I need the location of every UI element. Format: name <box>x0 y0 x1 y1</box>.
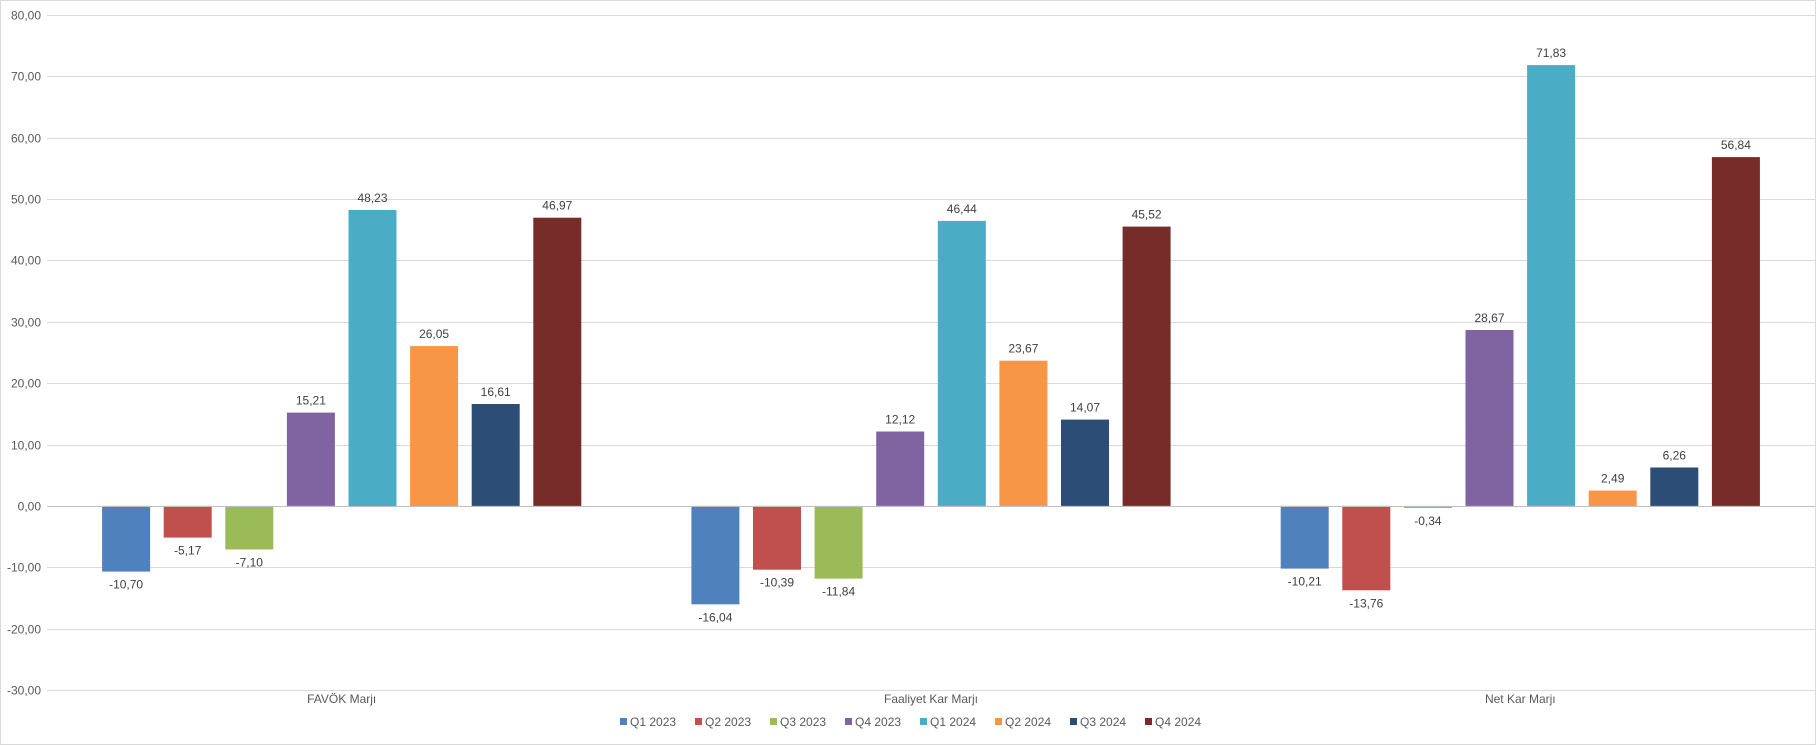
data-label: -5,17 <box>174 544 202 558</box>
legend-label: Q3 2024 <box>1080 715 1126 729</box>
data-label: 56,84 <box>1721 138 1751 152</box>
y-tick-label: 60,00 <box>11 132 41 146</box>
legend-label: Q3 2023 <box>780 715 826 729</box>
data-label: 23,67 <box>1008 342 1038 356</box>
bars <box>102 65 1760 605</box>
data-label: -10,21 <box>1288 575 1322 589</box>
bar-q1-2023 <box>102 505 151 572</box>
data-label: 48,23 <box>357 191 387 205</box>
data-label: -0,34 <box>1414 514 1442 528</box>
y-tick-label: 20,00 <box>11 377 41 391</box>
legend-swatch <box>695 718 702 725</box>
bar-q1-2024 <box>348 210 397 506</box>
data-label: -11,84 <box>822 585 855 599</box>
y-tick-label: 50,00 <box>11 193 41 207</box>
y-tick-label: -20,00 <box>7 623 41 637</box>
category-label: Faaliyet Kar Marjı <box>884 692 978 706</box>
y-tick-label: 10,00 <box>11 439 41 453</box>
category-label: Net Kar Marjı <box>1485 692 1556 706</box>
bar-q3-2024 <box>1650 467 1699 506</box>
bar-q3-2024 <box>1061 419 1109 506</box>
data-label: 28,67 <box>1474 311 1504 325</box>
bar-q4-2023 <box>876 431 925 506</box>
bar-q2-2024 <box>410 346 459 506</box>
legend-label: Q4 2023 <box>855 715 901 729</box>
y-tick-label: 70,00 <box>11 70 41 84</box>
data-label: 14,07 <box>1070 401 1100 415</box>
data-labels: -10,70 -5,17 -7,10 15,21 48,23 26,05 16,61 46,9… <box>109 46 1751 624</box>
bar-q4-2024 <box>1122 226 1171 506</box>
bar-q4-2024 <box>1711 157 1760 506</box>
legend-swatch <box>1145 718 1152 725</box>
data-label: 6,26 <box>1663 449 1687 463</box>
bar-q2-2023 <box>1342 505 1391 591</box>
legend-label: Q4 2024 <box>1155 715 1201 729</box>
legend: Q1 2023 Q2 2023 Q3 2023 Q4 2023 Q1 2024 Q2 20… <box>620 715 1201 729</box>
bar-q2-2024 <box>1588 490 1637 506</box>
data-label: 16,61 <box>481 385 511 399</box>
legend-swatch <box>920 718 927 725</box>
data-label: 2,49 <box>1601 472 1625 486</box>
data-label: -10,39 <box>760 576 794 590</box>
legend-swatch <box>770 718 777 725</box>
data-label: 15,21 <box>296 394 326 408</box>
y-tick-label: 40,00 <box>11 254 41 268</box>
data-label: -13,76 <box>1349 596 1383 610</box>
y-tick-label: 30,00 <box>11 316 41 330</box>
data-label: 46,97 <box>542 199 572 213</box>
data-label: -16,04 <box>698 610 732 624</box>
bar-q2-2023 <box>753 505 801 570</box>
bar-q3-2023 <box>225 505 274 550</box>
data-label: 26,05 <box>419 327 449 341</box>
y-axis-tick-labels: 80,00 70,00 60,00 50,00 40,00 30,00 20,00 10,00… <box>7 9 41 698</box>
bar-q2-2024 <box>999 360 1048 506</box>
bar-q4-2023 <box>286 412 335 506</box>
data-label: 71,83 <box>1536 46 1566 60</box>
bar-q1-2023 <box>1280 505 1329 569</box>
data-label: -10,70 <box>109 578 143 592</box>
bar-q3-2023 <box>814 505 863 579</box>
category-labels: FAVÖK Marjı Faaliyet Kar Marjı Net Kar Mar… <box>307 692 1556 706</box>
bar-q4-2023 <box>1465 330 1514 506</box>
bar-q1-2024 <box>1527 65 1576 506</box>
data-label: 46,44 <box>947 202 977 216</box>
bar-q1-2023 <box>691 505 740 605</box>
legend-label: Q2 2024 <box>1005 715 1051 729</box>
legend-swatch <box>845 718 852 725</box>
bar-q1-2024 <box>937 220 986 506</box>
category-label: FAVÖK Marjı <box>307 692 376 706</box>
legend-label: Q2 2023 <box>705 715 751 729</box>
legend-swatch <box>995 718 1002 725</box>
y-tick-label: 0,00 <box>18 500 42 514</box>
legend-swatch <box>1070 718 1077 725</box>
data-label: 12,12 <box>885 413 915 427</box>
y-tick-label: 80,00 <box>11 9 41 23</box>
data-label: 45,52 <box>1132 208 1162 222</box>
bar-q3-2024 <box>471 404 520 506</box>
legend-swatch <box>620 718 627 725</box>
y-tick-label: -30,00 <box>7 684 41 698</box>
legend-label: Q1 2024 <box>930 715 976 729</box>
bar-q4-2024 <box>533 217 582 506</box>
bar-q2-2023 <box>163 505 212 538</box>
data-label: -7,10 <box>236 556 264 570</box>
legend-label: Q1 2023 <box>630 715 676 729</box>
y-tick-label: -10,00 <box>7 561 41 575</box>
